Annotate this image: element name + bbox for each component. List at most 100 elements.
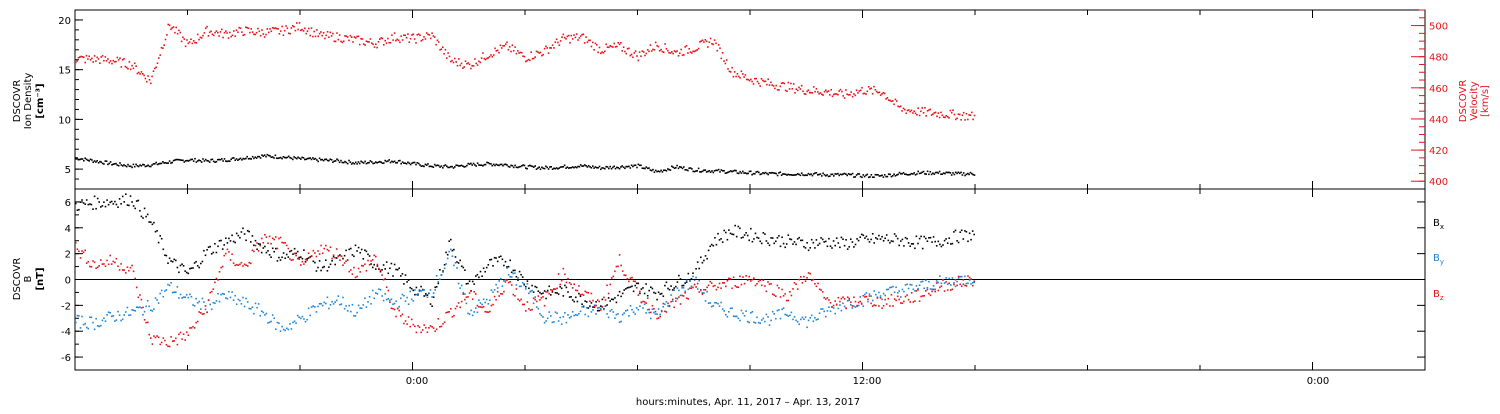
bottom-series-z-point [93,261,96,264]
bottom-series-x-point [273,250,275,253]
bottom-series-z-point [496,290,499,293]
top-series-0-point [830,173,832,176]
bottom-series-z-point [614,270,616,273]
bottom-series-y-point [710,305,713,308]
bottom-series-x-point [753,238,755,240]
top-series-1-point [460,62,463,65]
bottom-series-x-point [315,270,318,272]
bottom-series-z-point [703,288,705,291]
bottom-series-y-point [889,286,891,289]
top-series-1-point [404,34,407,37]
bottom-series-y-point [885,288,888,291]
bottom-series-x-point [945,238,947,240]
bottom-series-y-point [873,290,875,292]
top-series-1-point [500,47,503,49]
top-series-1-point [425,32,428,34]
top-series-1-point [796,89,799,92]
top-series-0-point [203,160,206,162]
bottom-series-z-point [150,337,152,339]
bottom-series-y-point [589,304,591,307]
top-series-0-point [421,165,424,167]
bottom-series-y-point [898,290,900,292]
bottom-series-z-point [201,313,204,315]
bottom-series-y-point [404,300,407,302]
bottom-series-y-point [582,306,585,308]
top-series-0-point [648,167,650,169]
bottom-series-x-point [506,266,508,268]
top-series-1-point [143,74,145,77]
bottom-series-y-point [243,305,246,308]
top-series-0-point [727,171,729,174]
top-series-0-point [833,175,835,177]
bottom-series-x-point [145,215,147,218]
bottom-series-z-point [903,300,905,303]
top-series-0-point [443,165,445,167]
bottom-series-y-point [250,308,252,310]
bottom-series-z-point [303,263,305,265]
bottom-series-y-point [956,280,958,283]
bottom-series-x-point [318,260,321,262]
top-series-0-point [250,158,252,160]
bottom-series-y-point [95,317,97,320]
bottom-series-x-point [323,265,325,268]
top-series-1-point [417,33,420,35]
top-series-0-point [945,171,948,174]
bottom-series-z-point [904,295,907,298]
top-series-1-point [898,106,901,108]
bottom-series-z-point [387,289,390,292]
top-series-0-point [511,164,514,167]
top-series-1-point [574,36,577,39]
top-series-0-point [84,157,86,159]
top-series-0-point [837,172,839,175]
top-series-0-point [684,169,686,171]
top-series-1-point [613,42,615,45]
bottom-series-x-point [335,257,338,259]
top-series-1-point [396,38,398,41]
bottom-series-z-point [409,325,411,328]
top-series-0-point [297,156,299,159]
top-series-1-point [298,22,301,24]
top-series-0-point [712,171,715,174]
bottom-series-z-point [335,248,338,250]
top-series-0-point [100,161,102,163]
bottom-series-x-point [504,260,507,263]
top-series-1-point [431,32,433,34]
bottom-series-x-point [778,235,780,237]
bottom-series-z-point [165,344,168,346]
bottom-series-x-point [750,227,752,230]
top-series-0-point [409,163,412,166]
top-series-1-point [693,50,696,53]
top-series-1-point [487,57,490,59]
top-series-1-point [171,27,173,29]
top-series-0-point [262,155,265,157]
top-series-0-point [673,167,676,169]
bottom-series-z-point [467,296,469,298]
bottom-series-z-point [246,265,249,267]
bottom-series-z-point [501,293,504,295]
top-series-1-point [861,86,863,89]
top-series-0-point [350,163,353,165]
bottom-series-x-point [806,242,808,244]
top-series-1-point [180,40,183,43]
top-series-0-point [405,163,408,165]
bottom-series-z-point [764,285,766,287]
bottom-series-y-point [81,315,83,318]
top-series-1-point [491,56,494,58]
bottom-series-z-point [120,263,122,265]
top-series-0-point [847,173,850,175]
bottom-series-y-point [367,301,369,303]
top-series-1-point [223,31,226,34]
bottom-series-z-point [354,276,357,279]
bottom-panel-data [75,193,975,348]
bottom-series-y-point [639,305,641,307]
top-series-1-point [589,39,591,42]
bottom-series-x-point [595,301,597,303]
bottom-series-y-point [525,288,527,290]
top-series-1-point [668,52,670,54]
bottom-series-y-point [676,287,679,289]
bottom-series-x-point [700,256,702,259]
bottom-series-z-point [696,282,699,285]
bottom-series-x-point [410,287,413,290]
bottom-series-y-point [210,308,213,311]
bottom-series-y-point [632,311,635,313]
